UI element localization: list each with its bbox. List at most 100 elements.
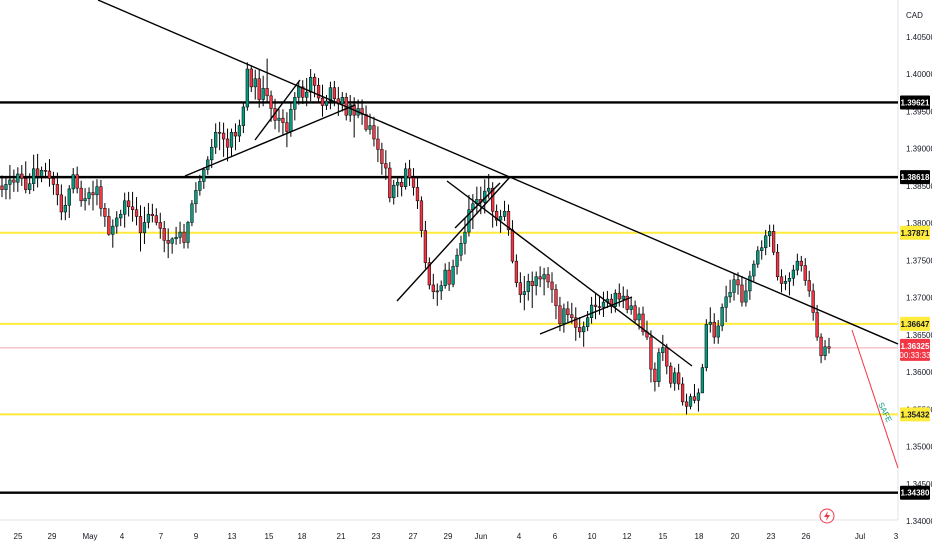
candle-body (123, 200, 127, 215)
candle-body (744, 290, 748, 303)
time-tick-label: 4 (120, 532, 125, 541)
trendline-descending-b[interactable] (446, 180, 693, 367)
price-tick-label: 1.35000 (906, 443, 932, 452)
level-price-tag (900, 407, 930, 422)
candle-body (400, 181, 404, 187)
level-price-tag (900, 225, 930, 240)
time-tick-label: 29 (444, 532, 453, 541)
candle-body (301, 86, 305, 98)
candle-body (293, 97, 297, 110)
level-price-label: 1.35432 (901, 410, 930, 419)
level-price-label: 1.39621 (901, 98, 930, 107)
candle-body (289, 108, 293, 132)
candle-body (388, 167, 392, 199)
candle-body (443, 269, 447, 286)
candle-body (518, 282, 522, 295)
candle-body (217, 132, 222, 134)
candle-body (570, 314, 574, 318)
candle-body (775, 251, 780, 278)
horizontal-levels[interactable] (0, 101, 898, 494)
candle-body (360, 108, 364, 115)
candle-body (783, 280, 788, 284)
candle-body (558, 305, 562, 324)
price-level-labels: 1.39621 1.38618 1.37871 1.36647 1.35432 1.343… (899, 95, 931, 500)
time-tick-label: 12 (623, 532, 632, 541)
candle-body (324, 100, 329, 106)
candle-body (55, 184, 60, 196)
candle-body (526, 280, 530, 292)
candle-body (491, 187, 495, 212)
candle-body (396, 181, 400, 186)
candle-body (194, 190, 198, 205)
candle-body (134, 209, 139, 217)
trendline-rise-a[interactable] (396, 176, 511, 302)
time-tick-label: 29 (48, 532, 57, 541)
candle-body (269, 95, 273, 109)
candle-body (162, 228, 166, 241)
candle-body (237, 125, 242, 137)
time-tick-label: 6 (553, 532, 558, 541)
candle-body (724, 296, 728, 308)
candle-body (83, 198, 87, 202)
countdown-label: 00:33:33 (899, 351, 931, 360)
candle-body (487, 187, 491, 192)
candle-body (20, 173, 24, 179)
candle-body (340, 97, 344, 105)
projection-arrow-line[interactable] (851, 329, 899, 469)
candle-body (103, 208, 107, 217)
candle-body (249, 68, 253, 88)
candle-body (99, 186, 103, 209)
trendline-rising-wedge[interactable] (184, 104, 356, 177)
candle-body (79, 187, 83, 202)
candle-body (803, 265, 807, 281)
currency-label: CAD (906, 11, 923, 20)
candle-body (253, 78, 257, 88)
time-tick-label: 15 (265, 532, 274, 541)
candlestick-series (0, 58, 831, 415)
candle-body (320, 97, 325, 106)
trendline-cross[interactable] (454, 182, 501, 229)
time-tick-label: 13 (228, 532, 237, 541)
level-price-label: 1.37871 (901, 229, 930, 238)
candle-body (403, 168, 408, 187)
trendline-flag[interactable] (539, 296, 633, 335)
candle-body (423, 230, 428, 263)
level-price-label: 1.36647 (901, 320, 930, 329)
candle-body (206, 159, 210, 170)
candle-body (51, 178, 56, 185)
time-tick-label: 15 (659, 532, 668, 541)
candle-body (368, 125, 372, 130)
time-tick-label: 27 (409, 532, 418, 541)
trendline-main-descending[interactable] (97, 0, 899, 345)
candle-body (24, 178, 28, 190)
candle-body (510, 229, 515, 262)
trendline-wedge-upper[interactable] (254, 79, 301, 141)
price-tick-label: 1.38500 (906, 182, 932, 191)
candle-body (277, 117, 281, 121)
candle-body (562, 308, 566, 324)
candle-body (427, 262, 431, 286)
candle-body (764, 235, 768, 248)
candle-body (732, 279, 736, 293)
candle-body (538, 276, 542, 280)
candle-body (257, 78, 261, 100)
candle-body (494, 210, 499, 221)
candle-body (316, 85, 321, 99)
level-price-label: 1.34380 (901, 489, 930, 498)
candle-body (498, 216, 503, 221)
candle-body (419, 200, 424, 231)
candle-body (542, 274, 546, 280)
time-axis[interactable]: 25 29 May 4 7 9 13 15 18 21 23 27 29 Jun 4 6 10 12 15 18 20 2… (14, 532, 899, 541)
candle-body (582, 326, 586, 333)
time-tick-label: 26 (802, 532, 811, 541)
candle-body (63, 205, 67, 213)
alert-icon[interactable] (819, 508, 835, 524)
trendline-drawings[interactable] (97, 0, 899, 367)
candle-body (696, 392, 701, 401)
candle-body (119, 213, 123, 219)
candle-body (170, 238, 174, 244)
candle-body (633, 305, 637, 321)
candle-body (795, 260, 799, 271)
time-tick-label: 20 (731, 532, 740, 541)
candle-body (641, 313, 645, 333)
